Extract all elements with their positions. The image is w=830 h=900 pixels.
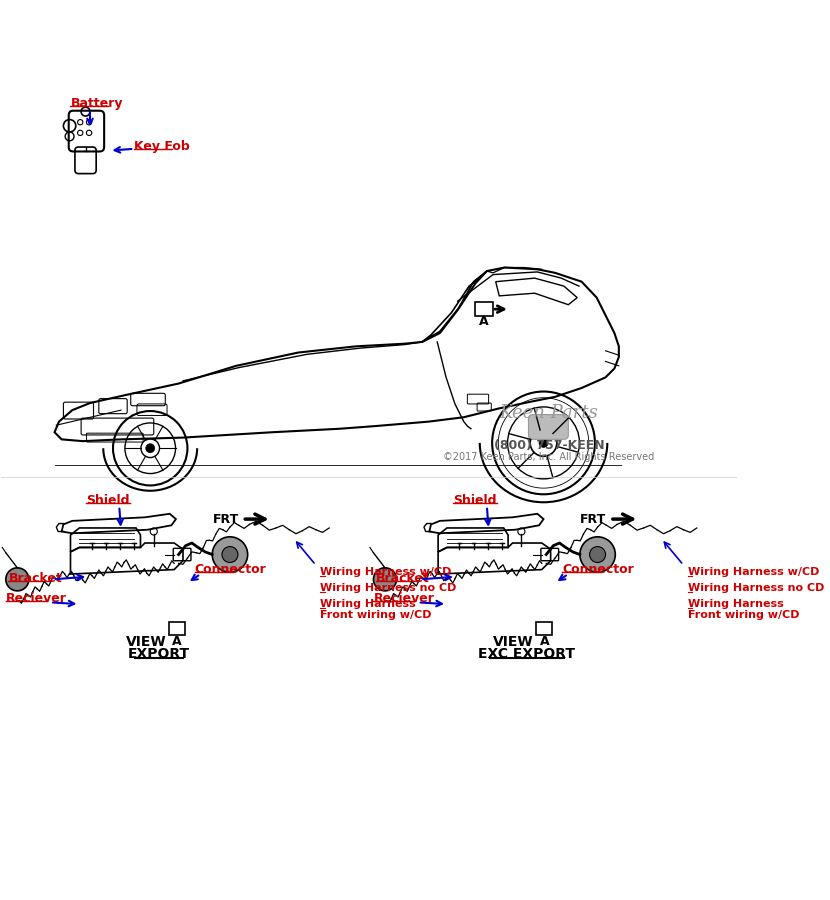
Circle shape — [580, 536, 615, 572]
Text: Shield: Shield — [453, 494, 497, 508]
Text: EXC EXPORT: EXC EXPORT — [478, 647, 575, 661]
Circle shape — [374, 568, 397, 591]
Circle shape — [6, 568, 29, 591]
Text: EXPORT: EXPORT — [128, 647, 190, 661]
Text: Key Fob: Key Fob — [134, 140, 190, 153]
Text: Wiring Harness
Front wiring w/CD: Wiring Harness Front wiring w/CD — [320, 598, 432, 620]
Text: Battery: Battery — [71, 97, 123, 111]
Text: Connector: Connector — [194, 563, 266, 576]
Circle shape — [212, 536, 247, 572]
Text: (800) 757-KEEN: (800) 757-KEEN — [494, 439, 604, 453]
Text: Connector: Connector — [562, 563, 634, 576]
Circle shape — [539, 438, 548, 447]
Text: ©2017 Keen Parts, Inc. All Rights Reserved: ©2017 Keen Parts, Inc. All Rights Reserv… — [443, 452, 655, 462]
Text: Wiring Harness w/CD: Wiring Harness w/CD — [688, 567, 819, 577]
Circle shape — [589, 546, 606, 562]
FancyBboxPatch shape — [529, 415, 569, 439]
Text: Wiring Harness w/CD: Wiring Harness w/CD — [320, 567, 452, 577]
Text: VIEW: VIEW — [125, 635, 166, 649]
Text: Wiring Harness no CD: Wiring Harness no CD — [688, 583, 824, 593]
Text: A: A — [480, 315, 489, 328]
Text: FRT: FRT — [580, 513, 607, 526]
Circle shape — [222, 546, 238, 562]
Text: Wiring Harness no CD: Wiring Harness no CD — [320, 583, 456, 593]
Text: VIEW: VIEW — [493, 635, 534, 649]
Circle shape — [146, 444, 154, 453]
Text: Reciever: Reciever — [374, 591, 434, 605]
Text: Reciever: Reciever — [6, 591, 66, 605]
Text: FRT: FRT — [212, 513, 239, 526]
FancyBboxPatch shape — [476, 302, 493, 316]
Text: A: A — [172, 635, 182, 648]
Text: Wiring Harness
Front wiring w/CD: Wiring Harness Front wiring w/CD — [688, 598, 799, 620]
Text: Bracket: Bracket — [376, 572, 430, 585]
Text: Keen Parts: Keen Parts — [500, 404, 598, 422]
Text: Bracket: Bracket — [8, 572, 62, 585]
Text: Shield: Shield — [86, 494, 129, 508]
Text: A: A — [540, 635, 549, 648]
